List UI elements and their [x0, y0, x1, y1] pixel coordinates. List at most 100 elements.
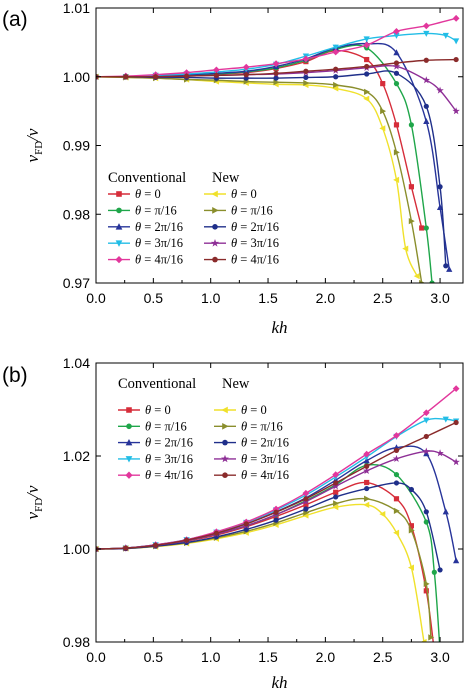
- legend-label: θ = π/16: [135, 203, 177, 217]
- data-point: [363, 41, 371, 49]
- data-point: [408, 218, 415, 225]
- x-tick-label: 1.5: [258, 290, 278, 306]
- data-point: [402, 245, 409, 252]
- data-point: [332, 504, 339, 511]
- legend-entry: θ = 4π/16: [214, 468, 289, 482]
- y-tick-label: 1.00: [63, 69, 90, 85]
- legend-marker: [212, 207, 219, 214]
- data-point: [423, 103, 429, 109]
- data-point: [452, 385, 460, 392]
- y-axis-title: vFD/v: [23, 128, 45, 162]
- data-point: [333, 480, 339, 486]
- legend: Conventional New θ = 0 θ = π/16 θ = 2π/16 θ =…: [118, 376, 289, 482]
- legend-entry: θ = 2π/16: [108, 220, 183, 234]
- data-point: [419, 225, 425, 231]
- data-point: [380, 81, 386, 87]
- legend-marker: [221, 454, 229, 463]
- legend-entry: θ = 2π/16: [214, 436, 289, 450]
- data-point: [379, 511, 386, 518]
- legend-entry: θ = 0: [108, 187, 161, 201]
- legend-label: θ = π/16: [231, 203, 273, 217]
- data-point: [273, 509, 279, 515]
- data-point: [393, 447, 400, 454]
- legend-label: θ = 3π/16: [145, 452, 193, 466]
- data-point: [423, 30, 430, 37]
- legend-entry: θ = 3π/16: [214, 452, 289, 466]
- data-point: [419, 279, 426, 283]
- series-new-9: [96, 419, 459, 552]
- data-point: [420, 638, 427, 642]
- data-point: [437, 567, 443, 573]
- data-point: [364, 479, 370, 486]
- legend-entry: θ = 0: [214, 403, 267, 417]
- legend-label: θ = 3π/16: [231, 236, 279, 250]
- legend-entry: θ = 3π/16: [204, 236, 279, 250]
- x-tick-label: 2.0: [316, 649, 336, 665]
- data-point: [431, 569, 437, 575]
- legend-label: θ = π/16: [241, 419, 283, 433]
- data-point: [452, 557, 460, 564]
- data-point: [408, 122, 414, 128]
- x-tick-label: 3.0: [430, 290, 450, 306]
- legend-marker: [125, 471, 133, 479]
- data-point: [332, 471, 340, 478]
- data-point: [153, 74, 159, 80]
- data-point: [331, 482, 340, 490]
- data-point: [364, 63, 370, 70]
- data-point: [393, 32, 400, 39]
- data-point: [333, 74, 339, 80]
- x-tick-label: 0.5: [144, 649, 164, 665]
- legend-marker: [221, 406, 228, 414]
- x-tick-label: 2.5: [373, 649, 393, 665]
- data-point: [453, 419, 459, 426]
- data-point: [393, 70, 400, 76]
- data-point: [362, 466, 371, 475]
- data-point: [393, 60, 400, 66]
- legend-label: θ = 4π/16: [231, 253, 279, 267]
- data-point: [393, 176, 400, 183]
- legend-marker: [115, 240, 123, 247]
- legend-label: θ = 2π/16: [231, 220, 279, 234]
- data-point: [363, 95, 370, 102]
- data-point: [423, 433, 429, 440]
- data-point: [364, 485, 370, 492]
- legend-marker: [212, 224, 218, 230]
- data-point: [363, 450, 371, 458]
- data-point: [273, 70, 279, 76]
- legend-marker: [222, 422, 229, 430]
- data-point: [423, 450, 430, 457]
- legend-label: θ = 0: [145, 403, 171, 417]
- plot-area: [96, 385, 460, 642]
- legend-header: Conventional: [118, 376, 196, 392]
- data-point: [123, 74, 129, 80]
- data-point: [423, 57, 429, 63]
- data-point: [332, 44, 339, 51]
- data-point: [393, 27, 400, 35]
- data-point: [452, 14, 460, 22]
- data-point: [393, 432, 400, 439]
- legend-marker: [211, 190, 218, 198]
- data-point: [423, 118, 430, 125]
- data-point: [393, 496, 400, 502]
- data-point: [333, 66, 339, 72]
- data-point: [364, 495, 371, 502]
- data-point: [428, 634, 435, 641]
- data-point: [380, 108, 387, 115]
- data-point: [393, 122, 400, 128]
- legend-marker: [211, 239, 219, 247]
- x-tick-label: 0.0: [86, 649, 106, 665]
- data-point: [364, 463, 370, 469]
- data-point: [302, 55, 310, 63]
- legend-marker: [125, 456, 133, 463]
- series-new-5: [96, 501, 427, 642]
- legend-marker: [222, 439, 228, 446]
- data-point: [302, 489, 310, 497]
- data-point: [408, 564, 414, 571]
- legend-marker: [125, 438, 133, 446]
- series-new-8: [96, 62, 460, 115]
- legend-label: θ = 4π/16: [241, 468, 289, 482]
- data-point: [436, 449, 444, 457]
- series-line: [96, 481, 434, 642]
- data-point: [423, 225, 429, 231]
- svg-text:vFD/v: vFD/v: [23, 485, 45, 519]
